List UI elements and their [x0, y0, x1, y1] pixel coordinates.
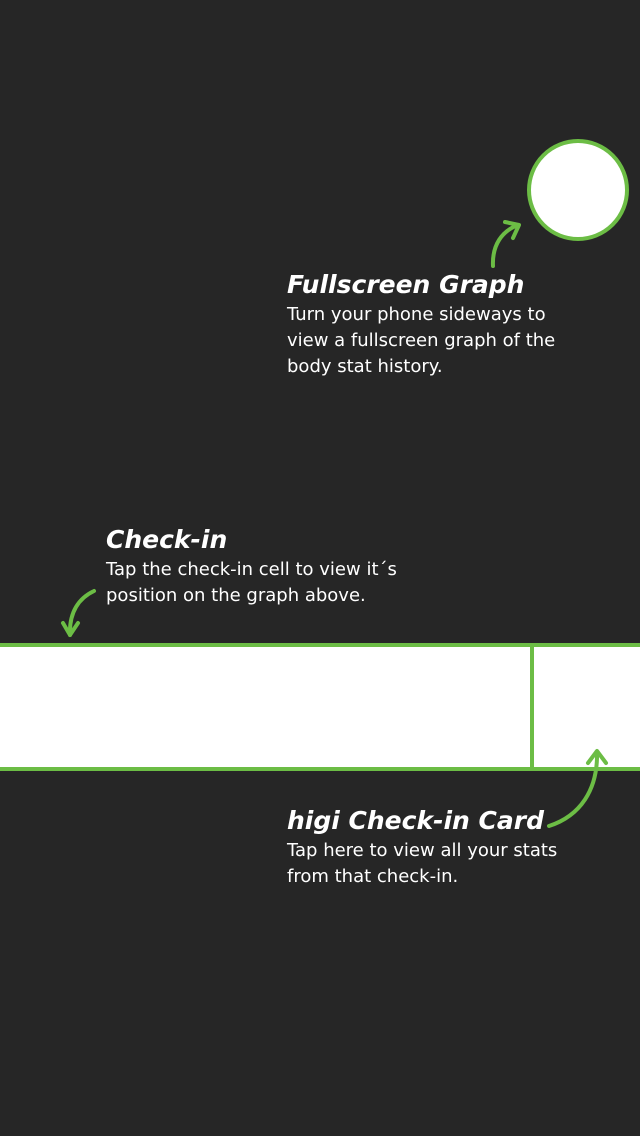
- tip-body: Turn your phone sideways to view a fulls…: [287, 302, 617, 380]
- tip-line: from that check-in.: [287, 866, 459, 887]
- tip-line: Tap the check-in cell to view it´s: [106, 559, 397, 580]
- tip-line: Tap here to view all your stats: [287, 840, 558, 861]
- arrow-to-checkin-cell-icon: [61, 589, 96, 637]
- tip-body: Tap here to view all your stats from tha…: [287, 838, 617, 890]
- fullscreen-graph-highlight[interactable]: [527, 139, 629, 241]
- tip-title: higi Check-in Card: [287, 806, 544, 835]
- tip-line: view a fullscreen graph of the: [287, 330, 556, 351]
- tip-title: Check-in: [106, 525, 228, 554]
- tip-line: position on the graph above.: [106, 585, 366, 606]
- checkin-cell-highlight[interactable]: [0, 643, 538, 771]
- tip-checkin-card: higi Check-in Card Tap here to view all …: [287, 806, 617, 890]
- tip-checkin: Check-in Tap the check-in cell to view i…: [106, 525, 436, 609]
- tip-body: Tap the check-in cell to view it´s posit…: [106, 557, 436, 609]
- tip-line: Turn your phone sideways to: [287, 304, 546, 325]
- arrow-to-fullscreen-graph-icon: [490, 220, 521, 268]
- checkin-card-highlight[interactable]: [530, 643, 640, 771]
- tip-title: Fullscreen Graph: [287, 270, 525, 299]
- tip-line: body stat history.: [287, 356, 443, 377]
- tip-fullscreen-graph: Fullscreen Graph Turn your phone sideway…: [287, 270, 617, 380]
